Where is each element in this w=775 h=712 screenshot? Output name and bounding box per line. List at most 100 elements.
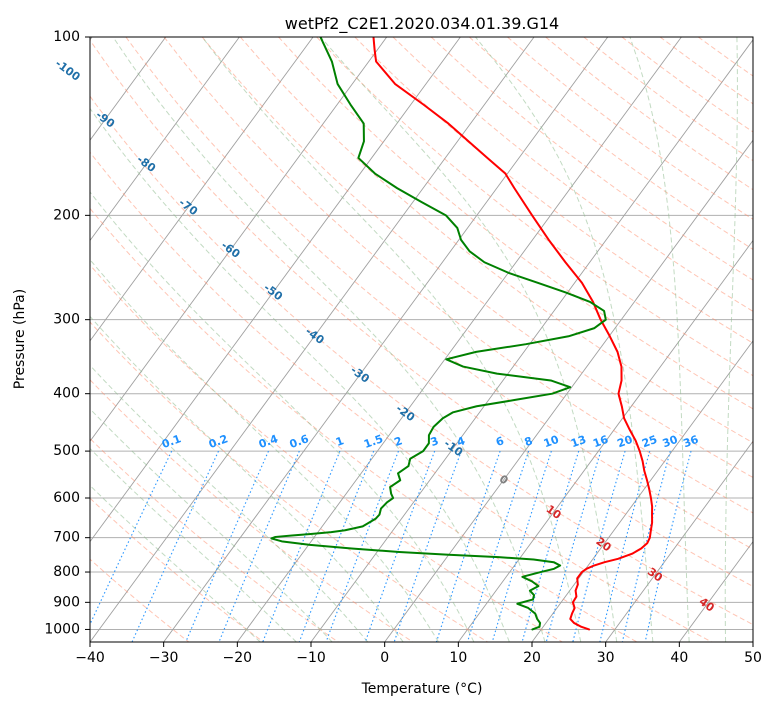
isotherm-label: -30 bbox=[348, 363, 372, 385]
y-tick-label: 500 bbox=[53, 443, 80, 459]
moist-adiabat-line bbox=[90, 447, 297, 642]
x-tick-label: −10 bbox=[296, 650, 326, 666]
mixing-ratio-line bbox=[393, 450, 462, 642]
dry-adiabat-line bbox=[354, 37, 753, 344]
mixing-ratio-line bbox=[599, 450, 651, 642]
mixing-ratio-label: 16 bbox=[591, 433, 610, 451]
moist-adiabat-line bbox=[201, 37, 582, 642]
isotherm-line bbox=[90, 37, 240, 242]
temperature-profile-line bbox=[372, 37, 654, 631]
moist-adiabat-line bbox=[90, 258, 439, 642]
dry-adiabat-line bbox=[90, 95, 753, 626]
mixing-ratio-line bbox=[131, 450, 219, 642]
x-tick-label: −30 bbox=[149, 650, 179, 666]
y-tick-label: 300 bbox=[53, 312, 80, 328]
dry-adiabat-line bbox=[125, 37, 753, 550]
isotherm-label: -90 bbox=[93, 108, 117, 130]
isotherm-label: -50 bbox=[261, 281, 285, 303]
moist-adiabat-line bbox=[90, 408, 333, 642]
x-tick-label: 50 bbox=[744, 650, 762, 666]
mixing-ratio-label: 36 bbox=[681, 433, 700, 451]
dry-adiabat-line bbox=[201, 37, 753, 479]
y-tick-label: 900 bbox=[53, 594, 80, 610]
dry-adiabat-line bbox=[90, 437, 339, 642]
mixing-ratio-label: 0.6 bbox=[288, 432, 311, 451]
mixing-ratio-line bbox=[435, 450, 501, 642]
x-tick-label: −20 bbox=[223, 650, 253, 666]
mixing-ratio-label: 8 bbox=[523, 434, 535, 449]
x-axis-label: Temperature (°C) bbox=[361, 681, 483, 697]
dry-adiabat-line bbox=[90, 497, 264, 642]
dry-adiabat-line bbox=[90, 39, 753, 588]
isotherm-label: 40 bbox=[697, 595, 717, 615]
chart-title: wetPf2_C2E1.2020.034.01.39.G14 bbox=[285, 14, 559, 34]
x-tick-label: 10 bbox=[449, 650, 467, 666]
y-tick-label: 200 bbox=[53, 207, 80, 223]
moist-adiabat-line bbox=[90, 107, 510, 642]
dry-adiabat-line bbox=[392, 37, 753, 312]
x-tick-label: 30 bbox=[597, 650, 615, 666]
mixing-ratio-label: 30 bbox=[661, 433, 680, 451]
mixing-ratio-label: 0.4 bbox=[257, 432, 280, 451]
dry-adiabat-line bbox=[90, 264, 563, 642]
isotherm-label: -100 bbox=[53, 57, 83, 84]
isotherm-line bbox=[236, 37, 682, 642]
dry-adiabat-line bbox=[239, 37, 753, 444]
isotherm-line bbox=[90, 37, 314, 342]
y-tick-label: 100 bbox=[53, 29, 80, 45]
mixing-ratio-label: 0.2 bbox=[207, 432, 230, 451]
y-tick-label: 400 bbox=[53, 386, 80, 402]
mixing-ratio-line bbox=[521, 450, 580, 642]
mixing-ratio-label: 13 bbox=[569, 433, 588, 450]
plot-frame bbox=[89, 36, 754, 643]
mixing-ratio-label: 1.5 bbox=[362, 432, 385, 451]
mixing-ratio-line bbox=[185, 450, 269, 642]
isotherm-line bbox=[605, 440, 753, 642]
isotherm-line bbox=[90, 37, 388, 443]
mixing-ratio-line bbox=[621, 450, 671, 642]
isotherm-line bbox=[457, 239, 753, 642]
isotherm-label: -20 bbox=[393, 402, 417, 424]
isotherm-line bbox=[752, 641, 753, 642]
mixing-ratio-label: 3 bbox=[429, 434, 441, 449]
y-tick-label: 1000 bbox=[44, 621, 80, 637]
moist-adiabat-line bbox=[724, 37, 738, 642]
x-tick-label: 20 bbox=[523, 650, 541, 666]
mixing-ratio-label: 1 bbox=[334, 434, 346, 449]
mixing-ratio-label: 20 bbox=[615, 433, 634, 451]
moist-adiabat-line bbox=[320, 37, 618, 642]
x-tick-label: 0 bbox=[380, 650, 389, 666]
tick-layer: −40 −30 −20 −10 0 10 20 30 40 5010020030040050060… bbox=[44, 29, 762, 666]
series-lines bbox=[270, 37, 654, 631]
mixing-ratio-line bbox=[218, 450, 300, 642]
mixing-ratio-line bbox=[325, 450, 399, 642]
y-tick-label: 700 bbox=[53, 530, 80, 546]
dry-adiabat-line bbox=[90, 558, 190, 642]
dry-adiabat-line bbox=[90, 207, 638, 642]
mixing-ratio-label: 10 bbox=[542, 433, 561, 451]
dry-adiabat-line bbox=[316, 37, 753, 377]
mixing-ratio-line bbox=[644, 450, 692, 642]
isotherm-line bbox=[90, 37, 535, 642]
dry-adiabat-line bbox=[90, 379, 414, 642]
isotherm-label: -40 bbox=[303, 325, 327, 347]
y-tick-label: 600 bbox=[53, 490, 80, 506]
dry-adiabat-line bbox=[90, 151, 712, 642]
mixing-ratio-line bbox=[262, 450, 341, 642]
isotherm-line bbox=[163, 37, 609, 642]
isotherm-line bbox=[384, 139, 753, 642]
isotherm-label: 0 bbox=[497, 472, 511, 487]
x-tick-label: −40 bbox=[75, 650, 105, 666]
moist-adiabat-line bbox=[90, 191, 475, 642]
mixing-ratio-line bbox=[90, 450, 173, 626]
moist-adiabat-line bbox=[90, 315, 404, 642]
mixing-ratio-label: 6 bbox=[494, 434, 506, 449]
mixing-ratio-line bbox=[545, 450, 602, 642]
moist-adiabat-line bbox=[90, 364, 369, 642]
x-tick-label: 40 bbox=[670, 650, 688, 666]
moist-adiabat-line bbox=[629, 37, 690, 642]
dewpoint-profile-line bbox=[270, 37, 607, 631]
dry-adiabat-line bbox=[90, 321, 488, 642]
